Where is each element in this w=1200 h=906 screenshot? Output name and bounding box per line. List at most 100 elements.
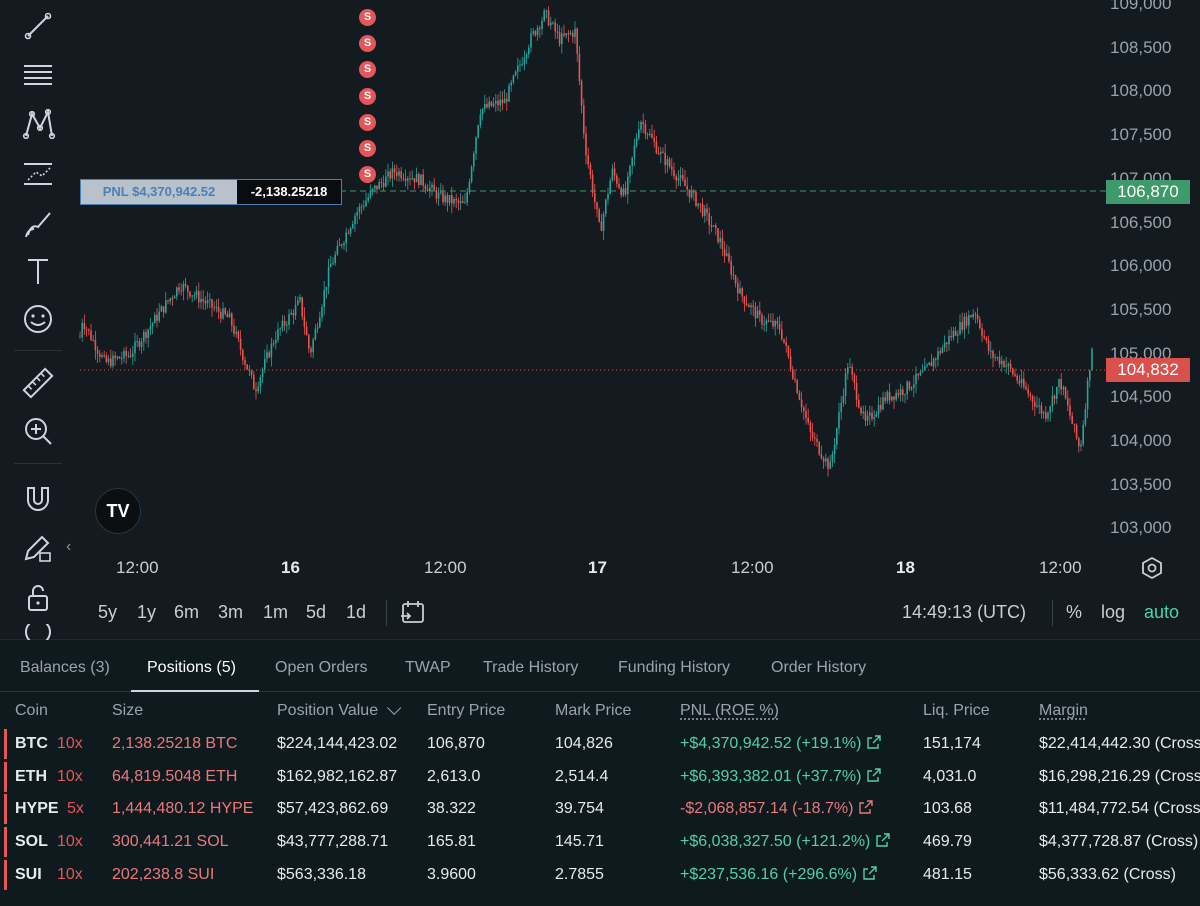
- price-chart[interactable]: [0, 0, 1200, 640]
- leverage-badge[interactable]: 10x: [57, 735, 83, 752]
- sell-marker-icon[interactable]: S: [359, 87, 376, 105]
- brush-icon[interactable]: [18, 203, 58, 243]
- eye-icon[interactable]: [18, 624, 58, 640]
- entry-price-cell: 38.322: [427, 800, 476, 818]
- range-5y-button[interactable]: 5y: [98, 602, 118, 622]
- time-tick-label: 17: [588, 558, 607, 577]
- margin-cell: $4,377,728.87 (Cross): [1039, 833, 1199, 851]
- magnet-icon[interactable]: [18, 478, 58, 518]
- col-position-value[interactable]: Position Value: [277, 700, 401, 720]
- share-external-icon[interactable]: [859, 800, 874, 815]
- col-liq-price[interactable]: Liq. Price: [923, 702, 990, 719]
- price-tick-label: 106,500: [1110, 212, 1172, 232]
- pencil-lock-icon[interactable]: [18, 527, 58, 567]
- pattern-icon[interactable]: [18, 104, 58, 144]
- range-5d-button[interactable]: 5d: [306, 602, 327, 622]
- tab-balances[interactable]: Balances (3): [20, 659, 110, 676]
- col-mark-price[interactable]: Mark Price: [555, 702, 632, 719]
- leverage-badge[interactable]: 10x: [57, 833, 83, 851]
- table-row[interactable]: ETH 10x 64,819.5048 ETH $162,982,162.87 2,61…: [0, 761, 1200, 793]
- liq-price-cell: 151,174: [923, 735, 981, 752]
- leverage-badge[interactable]: 5x: [67, 800, 84, 818]
- position-size-value: -2,138.25218: [237, 180, 341, 204]
- size-cell: 202,238.8 SUI: [112, 865, 215, 883]
- leverage-badge[interactable]: 10x: [57, 767, 83, 785]
- liq-price-cell: 469.79: [923, 833, 972, 851]
- sell-marker-icon[interactable]: S: [359, 9, 376, 26]
- mark-price-cell: 104,826: [555, 735, 613, 752]
- share-external-icon[interactable]: [867, 767, 882, 782]
- tab-open-orders[interactable]: Open Orders: [275, 659, 368, 676]
- pnl-cell: -$2,068,857.14 (-18.7%): [680, 800, 874, 818]
- sell-marker-icon[interactable]: S: [359, 35, 376, 53]
- sell-marker-icon[interactable]: S: [359, 113, 376, 131]
- pnl-value: PNL $4,370,942.52: [81, 180, 237, 204]
- time-tick-label: 16: [281, 558, 300, 577]
- zoom-in-icon[interactable]: [18, 411, 58, 451]
- price-tick-label: 104,500: [1110, 387, 1172, 407]
- position-pnl-label[interactable]: PNL $4,370,942.52 -2,138.25218: [80, 179, 342, 205]
- size-cell: 2,138.25218 BTC: [112, 735, 238, 752]
- coin-cell[interactable]: SOL: [15, 833, 48, 851]
- col-pnl[interactable]: PNL (ROE %): [680, 702, 779, 719]
- tab-order-history[interactable]: Order History: [771, 659, 867, 676]
- share-external-icon[interactable]: [863, 866, 877, 880]
- share-external-icon[interactable]: [876, 833, 891, 847]
- coin-cell[interactable]: HYPE: [15, 800, 59, 818]
- pnl-cell: +$4,370,942.52 (+19.1%): [680, 735, 882, 753]
- percent-scale-button[interactable]: %: [1066, 602, 1083, 622]
- date-range-icon[interactable]: [399, 598, 427, 626]
- pnl-cell: +$6,393,382.01 (+37.7%): [680, 767, 882, 786]
- tab-funding-history[interactable]: Funding History: [618, 659, 731, 676]
- range-1d-button[interactable]: 1d: [346, 602, 367, 622]
- size-cell: 1,444,480.12 HYPE: [112, 800, 254, 818]
- coin-cell[interactable]: ETH: [15, 767, 47, 785]
- price-tick-label: 108,000: [1110, 81, 1172, 101]
- range-6m-button[interactable]: 6m: [174, 602, 200, 622]
- range-1m-button[interactable]: 1m: [263, 602, 289, 622]
- text-icon[interactable]: [18, 251, 58, 291]
- pnl-cell: +$6,038,327.50 (+121.2%): [680, 833, 891, 851]
- mark-price-cell: 2.7855: [555, 865, 604, 883]
- time-tick-label: 12:00: [116, 558, 159, 577]
- chart-panel[interactable]: ‹ 109,000 108,500 108,000 107,500 107,000 106…: [0, 0, 1200, 640]
- trend-line-icon[interactable]: [18, 6, 58, 46]
- pnl-value: +$4,370,942.52 (+19.1%): [680, 735, 862, 752]
- range-3m-button[interactable]: 3m: [218, 602, 244, 622]
- sell-marker-icon[interactable]: S: [359, 166, 376, 184]
- range-1y-button[interactable]: 1y: [137, 602, 157, 622]
- col-margin[interactable]: Margin: [1039, 702, 1088, 719]
- col-entry-price[interactable]: Entry Price: [427, 702, 506, 719]
- fib-lines-icon[interactable]: [18, 55, 58, 95]
- table-row[interactable]: SOL 10x 300,441.21 SOL $43,777,288.71 165.81…: [0, 826, 1200, 858]
- leverage-badge[interactable]: 10x: [57, 865, 83, 883]
- share-external-icon[interactable]: [867, 735, 882, 749]
- emoji-icon[interactable]: [18, 299, 58, 339]
- col-size[interactable]: Size: [112, 702, 144, 719]
- ruler-icon[interactable]: [18, 363, 58, 403]
- coin-cell[interactable]: BTC: [15, 735, 48, 752]
- clock-readout[interactable]: 14:49:13 (UTC): [902, 602, 1027, 622]
- log-scale-button[interactable]: log: [1101, 602, 1126, 622]
- settings-icon[interactable]: [1140, 556, 1164, 580]
- unlock-icon[interactable]: [18, 578, 58, 618]
- tab-trade-history[interactable]: Trade History: [483, 659, 579, 676]
- collapse-toolbar-icon[interactable]: ‹: [66, 538, 72, 555]
- sell-marker-icon[interactable]: S: [359, 140, 376, 157]
- tab-twap[interactable]: TWAP: [405, 659, 451, 676]
- coin-cell[interactable]: SUI: [15, 865, 42, 883]
- time-tick-label: 12:00: [424, 558, 467, 577]
- positions-table-header: Coin Size Position Value Entry Price Mar…: [0, 700, 1200, 726]
- table-row[interactable]: BTC 10x 2,138.25218 BTC $224,144,423.02 106,…: [0, 728, 1200, 760]
- entry-price-cell: 3.9600: [427, 865, 476, 883]
- table-row[interactable]: SUI 10x 202,238.8 SUI $563,336.18 3.9600 2.78…: [0, 859, 1200, 891]
- sell-marker-icon[interactable]: S: [359, 61, 376, 79]
- col-coin[interactable]: Coin: [15, 702, 48, 719]
- tradingview-logo[interactable]: TV: [95, 488, 141, 534]
- auto-scale-button[interactable]: auto: [1144, 602, 1180, 622]
- range-bar: 5y 1y 6m 3m 1m 5d 1d 14:49:13 (UTC) % lo…: [0, 594, 1200, 634]
- size-cell: 300,441.21 SOL: [112, 833, 229, 851]
- table-row[interactable]: HYPE 5x 1,444,480.12 HYPE $57,423,862.69 38.…: [0, 793, 1200, 825]
- tab-positions[interactable]: Positions (5): [147, 659, 236, 676]
- prediction-icon[interactable]: [18, 154, 58, 194]
